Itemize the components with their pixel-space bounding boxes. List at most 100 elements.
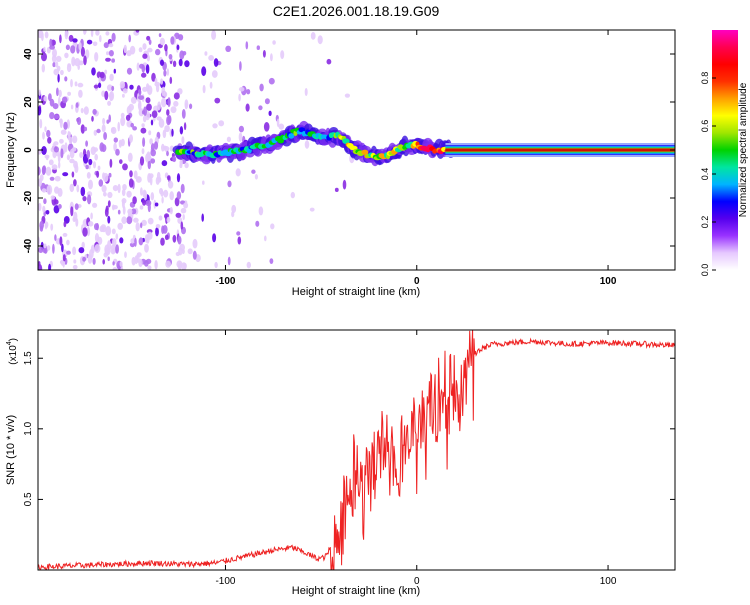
spectrogram-y-tick-label: -20: [23, 190, 34, 205]
spectral-noise-point: [146, 151, 151, 161]
spectral-noise-point: [42, 205, 46, 213]
spectral-noise-point: [231, 211, 235, 218]
spectral-noise-point: [98, 82, 102, 89]
snr-y-tick-label: 1.0: [23, 421, 34, 435]
spectral-noise-point: [62, 254, 66, 262]
spectrogram-x-tick-label: -100: [215, 276, 235, 287]
spectral-noise-point: [150, 119, 154, 126]
spectral-noise-point: [239, 61, 242, 71]
spectral-noise-point: [129, 134, 133, 143]
spectral-noise-point: [41, 188, 47, 193]
spectral-noise-point: [58, 89, 62, 98]
spectral-noise-point: [155, 227, 159, 237]
spectral-noise-point: [276, 118, 280, 127]
spectral-ridge-point: [288, 133, 295, 139]
spectral-noise-point: [41, 52, 47, 62]
spectral-noise-point: [112, 261, 115, 266]
spectral-noise-point: [111, 228, 116, 235]
spectral-noise-point: [49, 38, 53, 48]
spectral-noise-point: [57, 65, 61, 72]
spectral-noise-point: [113, 68, 117, 74]
spectral-noise-point: [122, 93, 125, 98]
spectral-noise-point: [143, 190, 148, 201]
spectral-noise-point: [122, 88, 128, 94]
spectral-noise-point: [256, 45, 260, 50]
spectral-noise-point: [59, 118, 63, 124]
spectral-noise-point: [51, 164, 58, 170]
spectral-noise-point: [150, 149, 156, 157]
spectral-noise-point: [166, 109, 170, 116]
spectral-noise-point: [111, 58, 115, 63]
spectral-noise-point: [262, 50, 266, 58]
colorbar-scale: [712, 30, 738, 270]
spectral-noise-point: [142, 53, 148, 59]
spectral-noise-point: [90, 212, 93, 220]
spectral-noise-point: [82, 256, 86, 262]
spectral-noise-point: [55, 61, 59, 68]
spectrogram-x-tick-label: 0: [414, 276, 420, 287]
spectral-noise-point: [82, 227, 88, 237]
spectral-noise-point: [147, 231, 153, 240]
spectral-noise-point: [54, 114, 60, 120]
spectral-noise-point: [52, 103, 59, 110]
spectral-noise-point: [94, 52, 99, 62]
spectral-noise-point: [155, 48, 161, 56]
spectral-noise-point: [310, 32, 316, 40]
spectral-noise-point: [102, 117, 106, 125]
colorbar: 0.0 0.2 0.4 0.6 0.8 Normalized spectral ampl…: [700, 30, 749, 276]
spectral-noise-point: [106, 119, 110, 124]
spectral-noise-point: [121, 188, 126, 197]
spectral-noise-point: [231, 204, 237, 214]
spectral-noise-point: [136, 62, 140, 71]
spectral-noise-point: [126, 216, 133, 225]
spectral-noise-point: [129, 84, 134, 90]
spectral-noise-point: [127, 208, 133, 215]
spectral-noise-point: [38, 89, 41, 96]
spectral-noise-point: [169, 206, 173, 215]
spectral-noise-point: [102, 259, 105, 265]
spectral-noise-point: [107, 240, 112, 250]
spectral-noise-point: [111, 85, 115, 91]
spectral-noise-point: [178, 58, 183, 67]
spectral-noise-point: [52, 48, 57, 58]
spectral-noise-point: [68, 34, 74, 42]
spectral-noise-point: [78, 247, 85, 254]
spectral-noise-point: [166, 150, 169, 157]
spectral-noise-point: [61, 96, 68, 104]
spectral-noise-point: [94, 233, 100, 243]
spectral-noise-point: [117, 222, 123, 230]
spectral-noise-point: [38, 178, 42, 187]
spectral-noise-point: [164, 44, 168, 52]
snr-plot-area: [38, 330, 675, 570]
spectral-noise-point: [98, 179, 104, 187]
spectral-noise-point: [238, 87, 245, 92]
spectral-noise-point: [104, 69, 108, 75]
spectral-noise-point: [148, 130, 152, 136]
spectral-noise-point: [268, 77, 275, 85]
spectral-noise-point: [71, 56, 76, 67]
spectrogram-y-tick-label: 40: [23, 48, 34, 60]
spectral-noise-point: [64, 142, 68, 153]
snr-scale-close: ): [8, 338, 19, 341]
spectral-noise-point: [54, 234, 57, 242]
spectral-noise-point: [83, 126, 88, 132]
spectral-noise-point: [42, 246, 47, 254]
spectral-noise-point: [139, 205, 144, 210]
spectral-noise-point: [155, 83, 160, 93]
spectral-noise-point: [163, 69, 167, 77]
spectral-noise-point: [141, 123, 145, 128]
spectral-noise-point: [147, 47, 153, 53]
spectral-noise-point: [179, 159, 183, 167]
spectral-noise-point: [218, 120, 225, 127]
spectral-noise-point: [63, 221, 67, 228]
spectral-noise-point: [238, 132, 243, 142]
spectral-noise-point: [147, 202, 151, 213]
spectral-noise-point: [109, 73, 114, 82]
spectral-noise-point: [201, 213, 204, 222]
spectral-noise-point: [59, 138, 64, 144]
spectral-noise-point: [168, 54, 173, 60]
spectral-noise-point: [175, 212, 182, 218]
spectral-noise-point: [141, 219, 147, 226]
spectral-noise-point: [85, 49, 90, 59]
spectral-noise-point: [96, 170, 100, 178]
